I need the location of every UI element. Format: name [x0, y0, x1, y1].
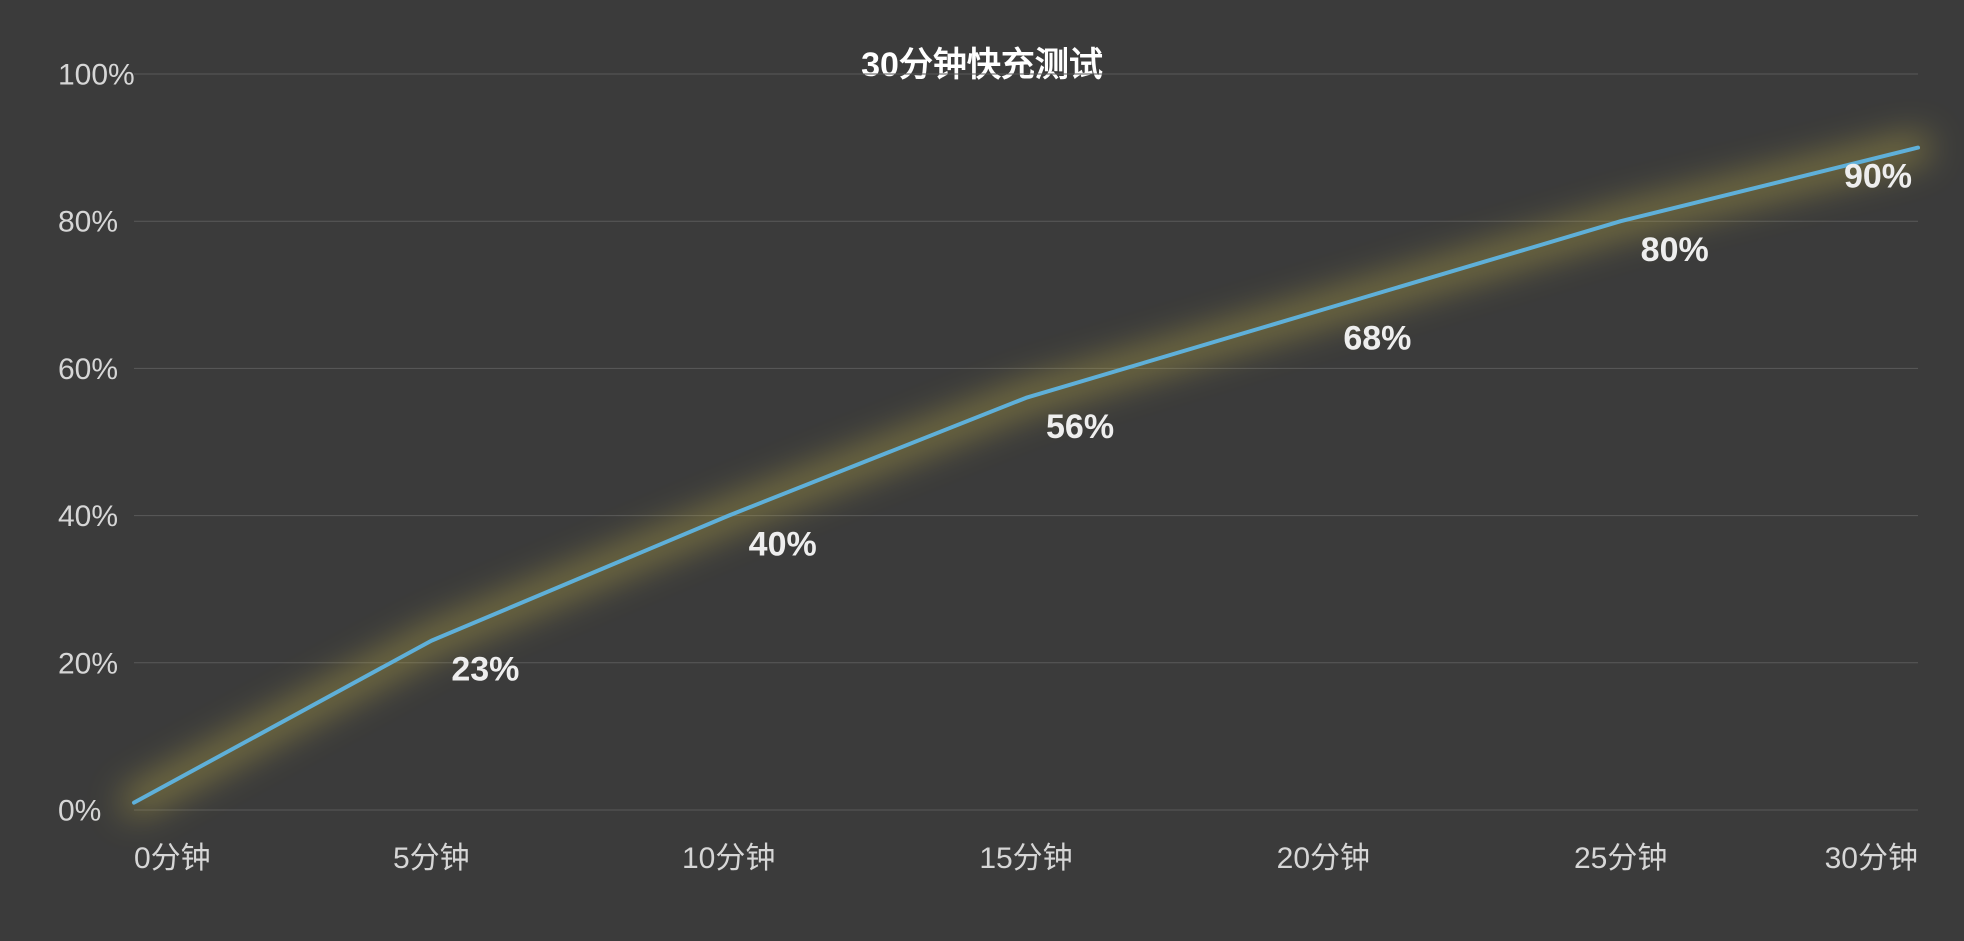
x-tick-label: 30分钟 — [1825, 842, 1918, 875]
data-label: 56% — [1046, 408, 1114, 446]
y-tick-label: 60% — [58, 353, 118, 386]
data-label: 80% — [1641, 231, 1709, 269]
y-tick-label: 20% — [58, 647, 118, 680]
x-tick-label: 25分钟 — [1574, 842, 1667, 875]
x-tick-label: 20分钟 — [1277, 842, 1370, 875]
y-tick-label: 0% — [58, 795, 101, 828]
x-tick-label: 5分钟 — [393, 842, 470, 875]
data-label: 23% — [451, 651, 519, 689]
x-tick-label: 10分钟 — [682, 842, 775, 875]
x-tick-label: 15分钟 — [979, 842, 1072, 875]
data-label: 40% — [749, 526, 817, 564]
chart-container: 30分钟快充测试 0%20%40%60%80%100%0分钟5分钟10分钟15分… — [0, 0, 1964, 941]
y-tick-label: 40% — [58, 500, 118, 533]
data-label: 68% — [1343, 320, 1411, 358]
x-tick-label: 0分钟 — [134, 842, 211, 875]
y-tick-label: 80% — [58, 206, 118, 239]
line-chart: 0% 20% 40% 60% 80% 100% 0分钟 5分钟 10分钟 15分钟 20分钟 25分钟… — [0, 0, 1964, 941]
y-tick-label: 100% — [58, 59, 135, 92]
data-label: 90% — [1844, 158, 1912, 196]
